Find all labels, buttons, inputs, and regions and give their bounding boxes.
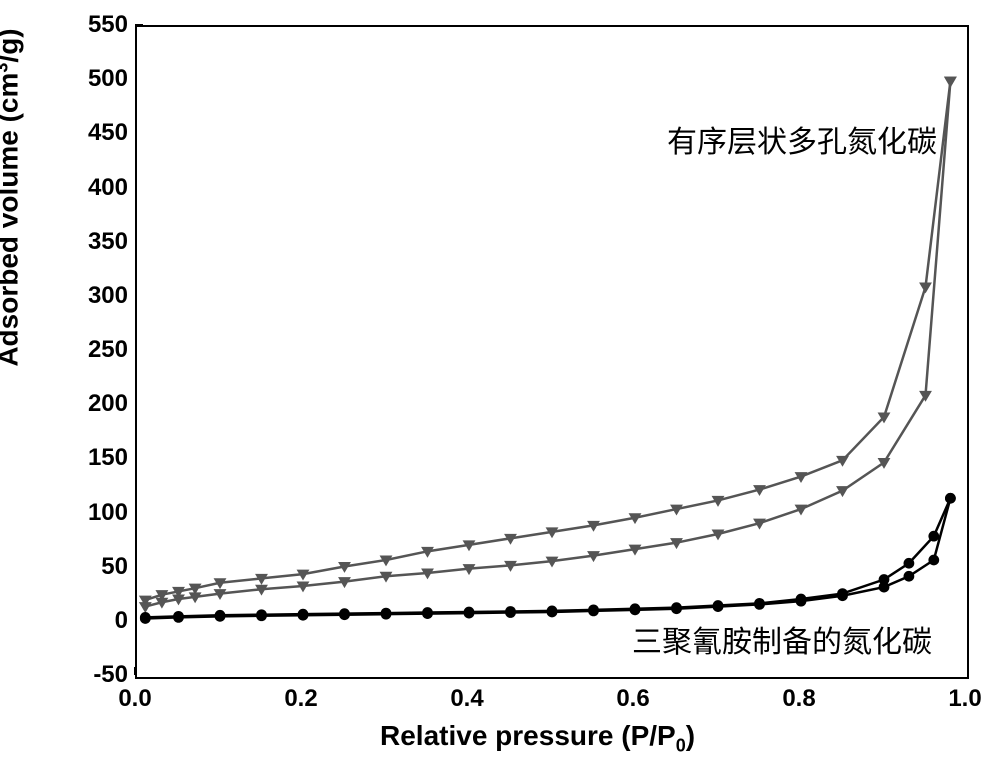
marker-circle bbox=[140, 613, 151, 624]
marker-circle bbox=[928, 555, 939, 566]
y-tick-label: 500 bbox=[88, 65, 128, 93]
y-tick-label: 550 bbox=[88, 11, 128, 39]
marker-circle bbox=[381, 609, 392, 620]
marker-circle bbox=[339, 609, 350, 620]
marker-circle bbox=[879, 582, 890, 593]
marker-circle bbox=[796, 596, 807, 607]
y-tick-label: 100 bbox=[88, 499, 128, 527]
y-tick-label: 50 bbox=[101, 553, 128, 581]
x-tick-label: 0.4 bbox=[450, 685, 483, 713]
y-tick-label: 350 bbox=[88, 228, 128, 256]
marker-circle bbox=[713, 601, 724, 612]
x-tick-label: 0.8 bbox=[782, 685, 815, 713]
y-axis-label: Adsorbed volume (cm3/g) bbox=[0, 28, 25, 366]
marker-circle bbox=[173, 612, 184, 623]
x-tick-label: 0.6 bbox=[616, 685, 649, 713]
marker-circle bbox=[928, 531, 939, 542]
x-tick-label: 0.2 bbox=[284, 685, 317, 713]
x-tick-label: 0.0 bbox=[118, 685, 151, 713]
y-tick-label: 450 bbox=[88, 119, 128, 147]
y-tick-label: 300 bbox=[88, 282, 128, 310]
marker-circle bbox=[505, 607, 516, 618]
plot-area: 有序层状多孔氮化碳 三聚氰胺制备的氮化碳 bbox=[135, 25, 969, 679]
marker-circle bbox=[754, 599, 765, 610]
y-tick-label: 200 bbox=[88, 390, 128, 418]
marker-triangle-down bbox=[139, 602, 152, 613]
marker-circle bbox=[422, 608, 433, 619]
y-tick-label: 150 bbox=[88, 444, 128, 472]
marker-circle bbox=[464, 608, 475, 619]
marker-circle bbox=[904, 558, 915, 569]
series-label-melamine-CN: 三聚氰胺制备的氮化碳 bbox=[632, 617, 932, 661]
marker-circle bbox=[215, 611, 226, 622]
chart-container: Adsorbed volume (cm3/g) Relative pressur… bbox=[0, 0, 1000, 771]
marker-circle bbox=[547, 607, 558, 618]
marker-circle bbox=[904, 571, 915, 582]
marker-triangle-down bbox=[944, 77, 957, 88]
y-tick-label: 0 bbox=[115, 607, 128, 635]
marker-circle bbox=[671, 603, 682, 614]
x-axis-label: Relative pressure (P/P0) bbox=[380, 720, 695, 757]
marker-circle bbox=[588, 606, 599, 617]
marker-circle bbox=[298, 610, 309, 621]
marker-triangle-down bbox=[878, 458, 891, 469]
marker-circle bbox=[256, 610, 267, 621]
x-tick-label: 1.0 bbox=[948, 685, 981, 713]
marker-circle bbox=[630, 604, 641, 615]
marker-circle bbox=[945, 493, 956, 504]
marker-triangle-down bbox=[919, 391, 932, 402]
marker-circle bbox=[837, 590, 848, 601]
y-tick-label: 400 bbox=[88, 174, 128, 202]
series-label-ordered-CN: 有序层状多孔氮化碳 bbox=[667, 117, 937, 161]
y-tick-label: 250 bbox=[88, 336, 128, 364]
marker-triangle-down bbox=[919, 283, 932, 294]
